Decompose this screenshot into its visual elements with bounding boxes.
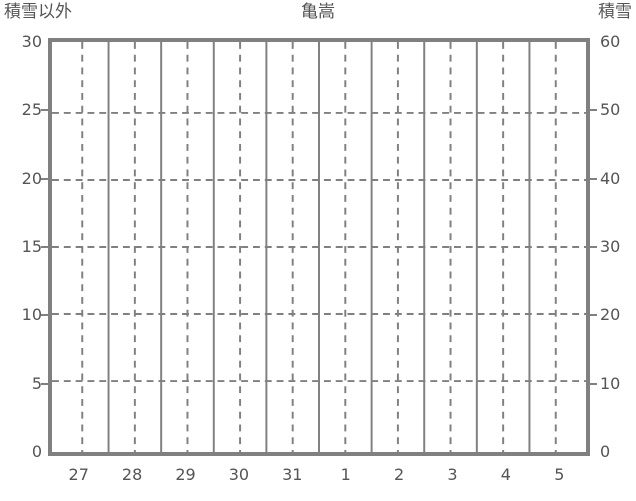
x-axis-label: 31: [282, 465, 303, 484]
y-axis-label-left: 0: [31, 442, 42, 461]
plot-area: [48, 38, 590, 456]
x-axis-label: 29: [175, 465, 196, 484]
x-axis-label: 5: [554, 465, 565, 484]
y-axis-label-right: 10: [600, 373, 621, 393]
y-axis-label-left: 10: [21, 305, 42, 325]
y-axis-label-right: 60: [600, 32, 621, 51]
y-axis-label-right: 50: [600, 100, 621, 120]
y-axis-tick-mark-right: [590, 246, 597, 248]
x-axis-label: 27: [68, 465, 89, 484]
y-axis-label-left: 25: [21, 100, 42, 120]
y-axis-tick-mark-right: [590, 109, 597, 112]
y-axis-tick-mark-left: [41, 382, 48, 385]
y-axis-tick-mark-right: [590, 382, 597, 385]
right-axis-title: 積雪: [598, 2, 632, 22]
y-axis-label-left: 5: [31, 373, 42, 393]
x-axis-label: 1: [340, 465, 351, 484]
y-axis-tick-mark-right: [590, 314, 597, 317]
x-axis-label: 4: [500, 465, 511, 484]
y-axis-tick-mark-left: [41, 314, 48, 317]
y-axis-tick-mark-left: [41, 109, 48, 112]
grid-lines: [52, 42, 586, 452]
page-title: 亀嵩: [301, 2, 335, 22]
y-axis-label-right: 0: [600, 442, 611, 461]
y-axis-label-right: 30: [600, 237, 621, 256]
x-axis-label: 28: [121, 465, 143, 484]
y-axis-label-left: 20: [21, 168, 42, 188]
y-axis-tick-mark-left: [41, 177, 48, 180]
x-axis-label: 2: [393, 465, 405, 484]
y-axis-label-left: 30: [21, 32, 42, 51]
y-axis-label-left: 15: [21, 237, 42, 256]
y-axis-tick-mark-left: [41, 246, 48, 248]
left-axis-title: 積雪以外: [4, 2, 72, 22]
y-axis-label-right: 40: [600, 168, 621, 188]
y-axis-label-right: 20: [600, 305, 621, 325]
x-axis-label: 3: [447, 465, 458, 484]
x-axis-label: 30: [228, 465, 250, 484]
y-axis-tick-mark-right: [590, 177, 597, 180]
